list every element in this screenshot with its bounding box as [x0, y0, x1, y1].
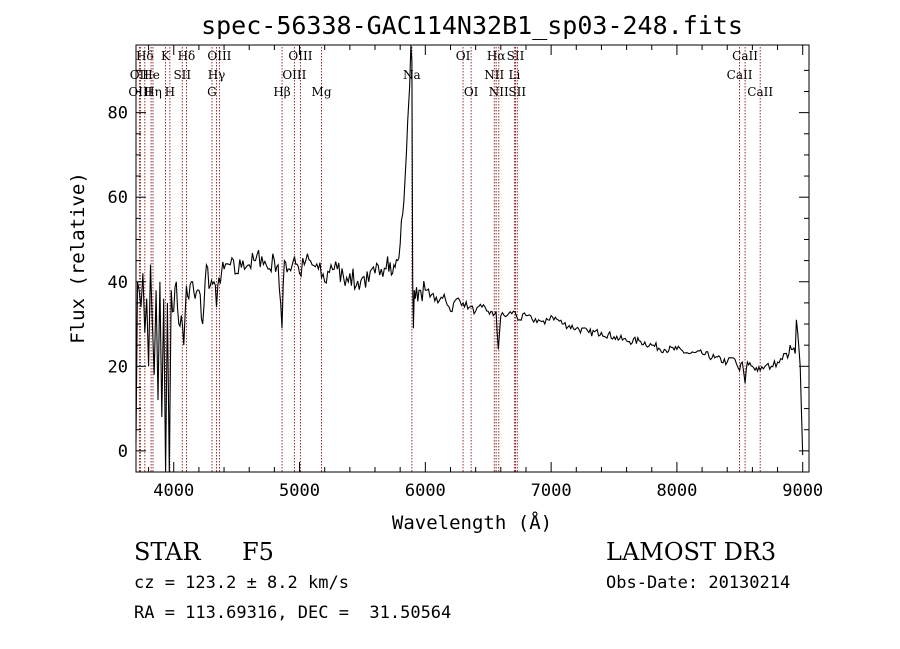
marker-label-13: OIII [282, 68, 306, 82]
marker-label-22: Li [508, 68, 520, 82]
spectrum-line [135, 44, 804, 473]
marker-label-21: Hα [487, 49, 506, 63]
x-axis-label: Wavelength (Å) [392, 511, 552, 534]
x-tick-label-3: 7000 [531, 481, 572, 501]
x-tick-label-2: 6000 [405, 481, 446, 501]
marker-label-1: OII [130, 68, 150, 82]
y-axis: 0 20 40 60 80 [108, 69, 809, 462]
x-tick-label-1: 5000 [279, 481, 320, 501]
marker-label-20: NII [489, 85, 509, 99]
class-label: STAR [134, 538, 201, 566]
coordinates-label: RA = 113.69316, DEC = 31.50564 [134, 603, 452, 623]
marker-label-7: SII [173, 68, 191, 82]
x-axis: 4000 5000 6000 7000 8000 9000 [148, 45, 823, 501]
marker-label-18: OI [464, 85, 479, 99]
obs-date-label: Obs-Date: 20130214 [606, 573, 791, 593]
x-tick-label-0: 4000 [153, 481, 194, 501]
x-tick-label-4: 8000 [656, 481, 697, 501]
marker-label-25: CaII [727, 68, 753, 82]
marker-label-12: Hβ [273, 85, 290, 99]
y-tick-label-3: 60 [108, 188, 128, 208]
marker-label-11: OIII [207, 49, 231, 63]
survey-label: LAMOST DR3 [606, 538, 777, 566]
marker-label-8: Hδ [178, 49, 196, 63]
y-tick-label-0: 0 [118, 442, 128, 462]
marker-label-17: OI [456, 49, 471, 63]
marker-label-24: SII [508, 85, 526, 99]
marker-label-19: NII [484, 68, 504, 82]
subclass-label: F5 [242, 538, 274, 566]
marker-label-4: Hη [144, 85, 162, 99]
marker-label-6: H [165, 85, 175, 99]
y-tick-label-1: 20 [108, 357, 128, 377]
plot-frame [135, 44, 810, 473]
x-tick-label-5: 9000 [782, 481, 823, 501]
marker-label-14: OIII [288, 49, 312, 63]
chart-title: spec-56338-GAC114N32B1_sp03-248.fits [201, 11, 743, 40]
marker-label-27: CaII [747, 85, 773, 99]
marker-label-10: Hγ [208, 68, 226, 82]
marker-label-3: He [142, 68, 160, 82]
marker-label-15: Mg [312, 85, 332, 99]
marker-label-26: CaII [732, 49, 758, 63]
redshift-label: cz = 123.2 ± 8.2 km/s [134, 573, 349, 593]
emission-line-markers: HδOIIOIIIHeHηKHSIIHδGHγOIIIHβOIIIOIIIMgN… [128, 47, 773, 472]
marker-label-5: K [161, 49, 171, 63]
marker-label-9: G [207, 85, 217, 99]
y-axis-label: Flux (relative) [67, 172, 89, 344]
y-tick-label-2: 40 [108, 273, 128, 293]
marker-label-23: SII [507, 49, 525, 63]
y-tick-label-4: 80 [108, 104, 128, 124]
